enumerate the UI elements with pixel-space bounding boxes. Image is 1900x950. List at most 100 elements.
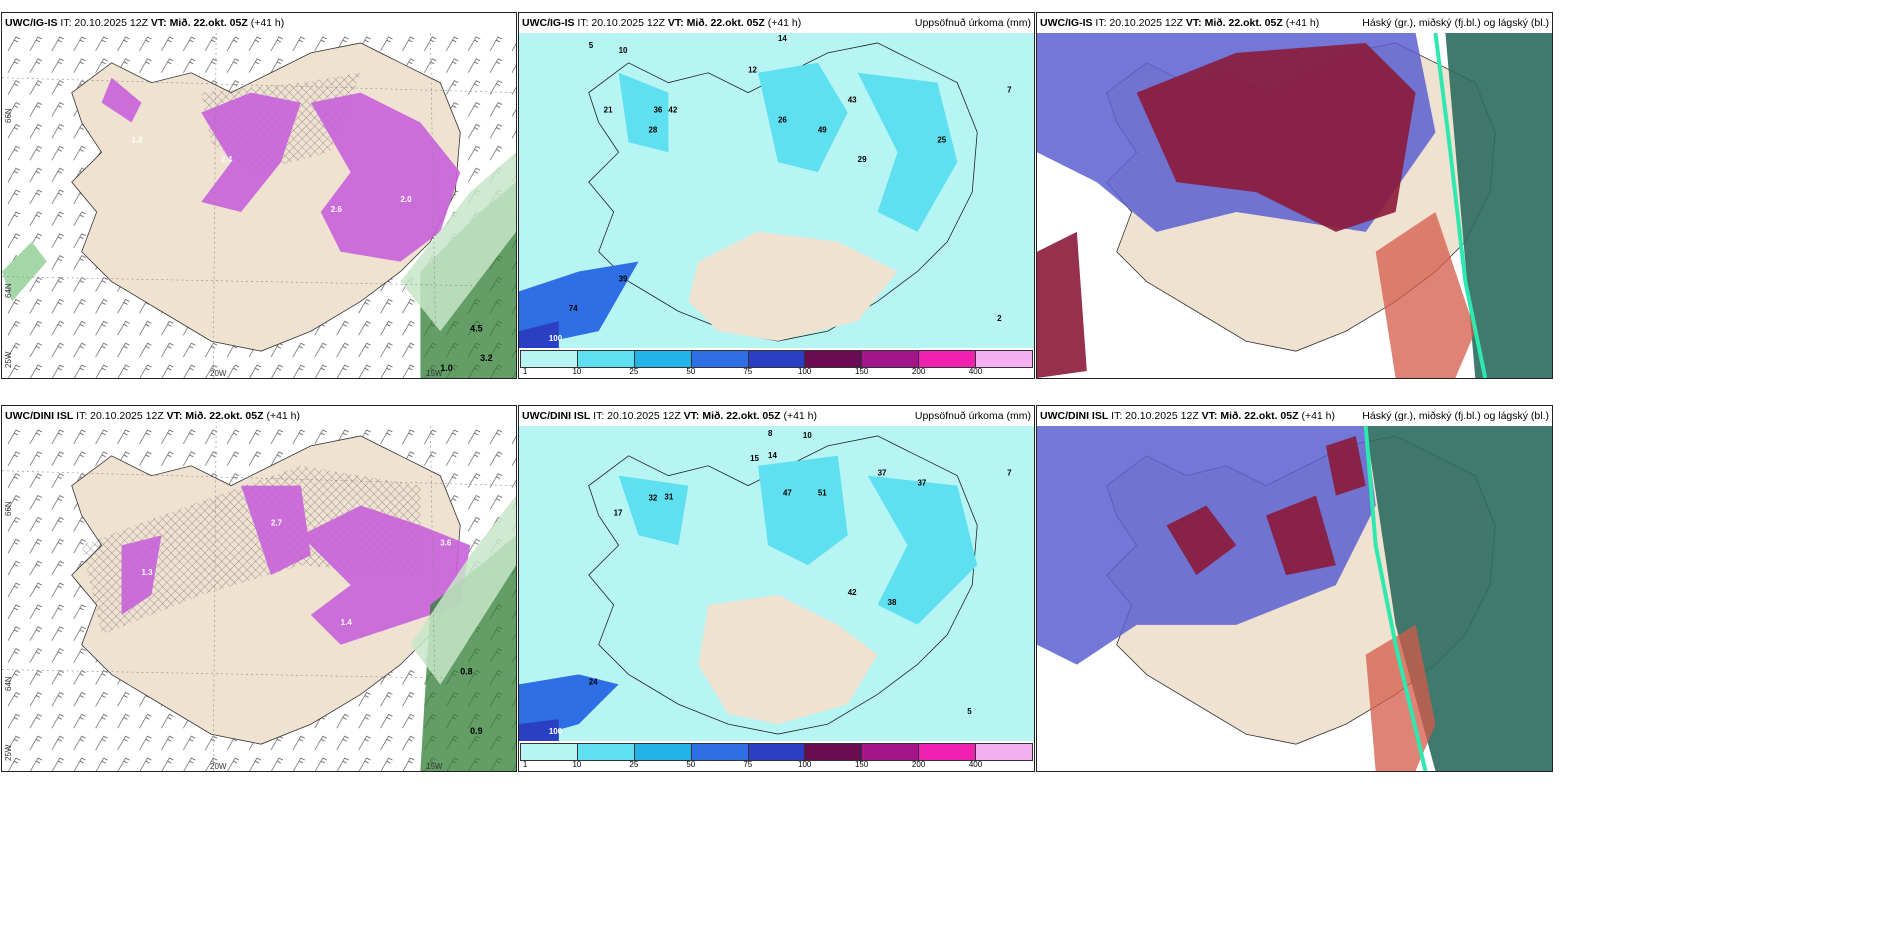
colorbar-ticks: 1 10 25 50 75 100 150 200 400	[520, 760, 1033, 771]
wind-map: 1.2 2.4 2.6 2.0 4.5 3.2 1.0	[2, 33, 516, 378]
colorbar-tick: 50	[686, 760, 696, 769]
lat-label: 25W	[4, 744, 13, 761]
wind-value-label: 0.8	[460, 667, 472, 677]
wind-panel-row1: UWC/IG-IS IT: 20.10.2025 12Z VT: Mið. 22…	[1, 12, 517, 379]
colorbar-tick: 400	[968, 760, 983, 769]
wind-value-label: 1.4	[341, 618, 353, 627]
colorbar-swatch	[862, 744, 920, 760]
precip-value-label: 49	[818, 125, 827, 134]
precip-value-label: 51	[818, 489, 827, 498]
hatched-area	[81, 465, 421, 635]
wind-value-label: 0.9	[470, 726, 482, 736]
lat-label: 64N	[4, 676, 13, 691]
precip-value-label: 37	[917, 479, 926, 488]
wind-value-label: 2.0	[400, 195, 412, 204]
precip-value-label: 38	[888, 598, 897, 607]
green-light-area	[410, 495, 516, 685]
precip-value-label: 29	[858, 155, 867, 164]
colorbar-tick: 100	[798, 367, 812, 376]
precip-panel-row2: UWC/DINI ISL IT: 20.10.2025 12Z VT: Mið.…	[518, 405, 1035, 772]
wind-value-label: 1.3	[141, 568, 153, 577]
colorbar-swatch	[577, 351, 635, 367]
precip-value-label: 14	[778, 34, 787, 43]
colorbar-tick: 50	[686, 367, 696, 376]
red-cloud-area	[1375, 211, 1476, 378]
cloud-map-svg	[1037, 33, 1552, 378]
colorbar-swatch	[976, 744, 1033, 760]
lon-label: 20W	[210, 369, 227, 378]
colorbar-swatch	[577, 744, 635, 760]
wind-value-label: 2.4	[221, 155, 233, 164]
cloud-map-svg	[1037, 426, 1552, 771]
precip-value-label: 32	[648, 494, 657, 503]
lat-label: 66N	[4, 501, 13, 516]
colorbar-tick: 150	[854, 760, 869, 769]
precip-colorbar: 1 10 25 50 75 100 150 200 400	[520, 348, 1033, 378]
dry-land-area	[688, 231, 898, 342]
colorbar-swatch	[691, 744, 749, 760]
cloud-title: Háský (gr.), miðský (fj.bl.) og lágský (…	[1362, 17, 1549, 29]
wind-value-label: 3.6	[440, 538, 452, 547]
wind-value-label: 1.2	[131, 135, 143, 144]
precip-value-label: 7	[1007, 469, 1012, 478]
wind-map-svg: 1.2 2.4 2.6 2.0 4.5 3.2 1.0	[2, 33, 516, 378]
lat-label: 64N	[4, 283, 13, 298]
colorbar-swatch	[521, 744, 578, 760]
colorbar-swatch	[748, 351, 806, 367]
precip-value-label: 31	[664, 493, 673, 502]
precip-value-label: 100	[549, 727, 563, 736]
wind-map-svg: 1.3 2.7 1.4 3.6 0.8 0.9	[2, 426, 516, 771]
wind-map: 1.3 2.7 1.4 3.6 0.8 0.9	[2, 426, 516, 771]
precip-very-high	[519, 719, 559, 741]
cloud-panel-row1: UWC/IG-IS IT: 20.10.2025 12Z VT: Mið. 22…	[1036, 12, 1553, 379]
colorbar-tick: 100	[798, 760, 812, 769]
colorbar-swatch	[634, 351, 692, 367]
colorbar-swatch	[805, 744, 863, 760]
precip-value-label: 74	[569, 304, 578, 313]
colorbar-tick: 75	[743, 760, 753, 769]
green-light-area	[400, 152, 516, 332]
precip-map: 8 10 15 14 17 32 31 47 51 37 37 42 38 24…	[519, 426, 1034, 741]
colorbar-tick: 200	[911, 760, 926, 769]
precip-value-label: 5	[589, 41, 594, 50]
iceland-landmass	[588, 435, 978, 735]
colorbar-tick: 200	[911, 367, 926, 376]
lon-label: 15W	[426, 762, 443, 771]
low-cloud-area	[1445, 33, 1552, 378]
colorbar-swatch	[862, 351, 920, 367]
magenta-wind-area	[101, 77, 461, 262]
precip-value-label: 24	[589, 677, 598, 686]
precip-value-label: 39	[619, 274, 628, 283]
grid-line	[2, 276, 516, 287]
lat-label: 25W	[4, 351, 13, 368]
grid-line	[2, 470, 516, 486]
iceland-landmass	[588, 42, 978, 342]
colorbar-swatch	[521, 351, 578, 367]
colorbar-swatch	[634, 744, 692, 760]
precip-value-label: 15	[750, 454, 759, 463]
wind-value-label: 4.5	[470, 323, 482, 333]
precip-value-label: 8	[768, 429, 773, 438]
precip-value-label: 7	[1007, 86, 1012, 95]
precip-value-label: 36	[653, 106, 662, 115]
precip-title: Uppsöfnuð úrkoma (mm)	[914, 410, 1031, 422]
cloud-map	[1037, 426, 1552, 771]
panel-title: UWC/IG-IS IT: 20.10.2025 12Z VT: Mið. 22…	[1040, 17, 1320, 29]
cloud-panel-row2: UWC/DINI ISL IT: 20.10.2025 12Z VT: Mið.…	[1036, 405, 1553, 772]
colorbar-swatch	[976, 351, 1033, 367]
precip-value-label: 5	[967, 707, 972, 716]
colorbar-tick: 75	[743, 367, 753, 376]
colorbar-swatch	[805, 351, 863, 367]
precip-map: 5 10 12 14 21 28 36 42 26 49 43 29 25 39…	[519, 33, 1034, 348]
colorbar-swatch	[691, 351, 749, 367]
colorbar-tick: 10	[572, 367, 582, 376]
precip-map-svg: 5 10 12 14 21 28 36 42 26 49 43 29 25 39…	[519, 33, 1034, 348]
cyan-front	[1363, 426, 1428, 771]
precip-value-label: 21	[604, 106, 613, 115]
wind-value-label: 3.2	[480, 353, 492, 363]
panel-title: UWC/DINI ISL IT: 20.10.2025 12Z VT: Mið.…	[522, 410, 818, 422]
high-cloud-area	[1166, 435, 1366, 576]
wind-panel-row2: UWC/DINI ISL IT: 20.10.2025 12Z VT: Mið.…	[1, 405, 517, 772]
panel-title: UWC/DINI ISL IT: 20.10.2025 12Z VT: Mið.…	[5, 410, 301, 422]
precip-panel-row1: UWC/IG-IS IT: 20.10.2025 12Z VT: Mið. 22…	[518, 12, 1035, 379]
